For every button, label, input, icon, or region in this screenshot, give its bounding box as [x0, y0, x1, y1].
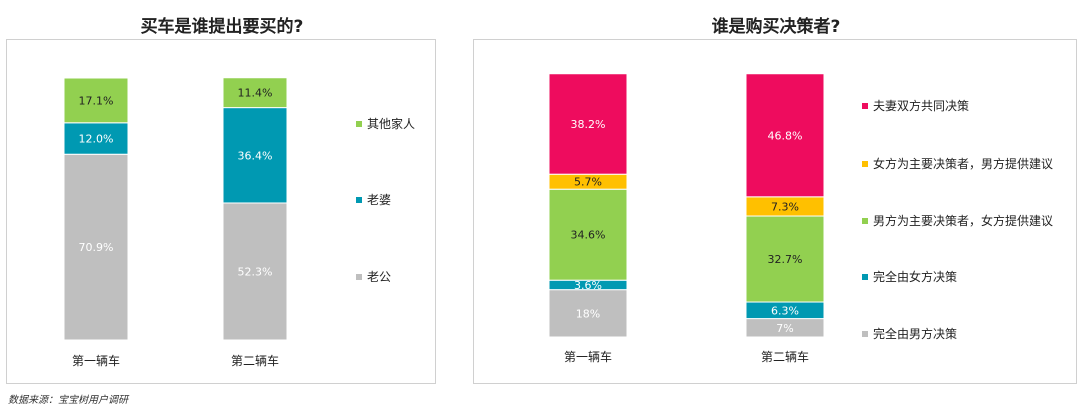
- bar-segment: [222, 107, 288, 204]
- data-label: 70.9%: [79, 241, 114, 254]
- legend-swatch: [862, 103, 868, 109]
- data-label: 3.6%: [574, 279, 602, 292]
- data-label: 52.3%: [238, 265, 273, 278]
- legend-label: 完全由女方决策: [873, 269, 957, 284]
- legend-swatch: [356, 274, 362, 280]
- data-label: 7%: [776, 322, 793, 335]
- chart-right-svg: 18% 3.6% 34.6% 5.7% 38.2% 第一辆车 7% 6.3% 32.7% 7.3%…: [548, 73, 1053, 364]
- bar-segment: [745, 73, 825, 198]
- legend-swatch: [356, 121, 362, 127]
- category-label: 第一辆车: [564, 349, 612, 364]
- legend-swatch: [862, 161, 868, 167]
- bar-segment: [63, 153, 129, 341]
- bar-segment: [63, 122, 129, 155]
- data-label: 32.7%: [768, 253, 803, 266]
- bar-segment: [548, 188, 628, 281]
- legend-swatch: [356, 197, 362, 203]
- chart-panel-right: 18% 3.6% 34.6% 5.7% 38.2% 第一辆车 7% 6.3% 32.7% 7.3%…: [473, 39, 1077, 384]
- legend-label: 老婆: [367, 193, 391, 207]
- data-label: 12.0%: [79, 133, 114, 146]
- legend-swatch: [862, 331, 868, 337]
- legend-swatch: [862, 274, 868, 280]
- category-label: 第二辆车: [761, 349, 809, 364]
- bar-segment: [745, 215, 825, 303]
- legend-label: 夫妻双方共同决策: [873, 98, 969, 113]
- legend-swatch: [862, 218, 868, 224]
- bar-segment: [63, 77, 129, 124]
- data-label: 11.4%: [238, 87, 273, 100]
- source-note: 数据来源：宝宝树用户调研: [8, 395, 128, 406]
- chart-panel-left: 70.9% 12.0% 17.1% 第一辆车 52.3% 36.4% 11.4% 第二辆车 其他…: [6, 39, 436, 384]
- data-label: 36.4%: [238, 149, 273, 162]
- data-label: 46.8%: [768, 129, 803, 142]
- bar-segment: [222, 77, 288, 109]
- legend-label: 其他家人: [367, 116, 415, 131]
- legend-label: 女方为主要决策者，男方提供建议: [873, 156, 1053, 171]
- chart-title-right: 谁是购买决策者?: [711, 17, 841, 37]
- data-label: 6.3%: [771, 304, 799, 317]
- chart-title-left: 买车是谁提出要买的?: [140, 17, 304, 37]
- data-label: 5.7%: [574, 176, 602, 189]
- bar-segment: [222, 202, 288, 341]
- legend-label: 老公: [367, 270, 391, 284]
- chart-left-svg: 70.9% 12.0% 17.1% 第一辆车 52.3% 36.4% 11.4% 第二辆车 其他…: [63, 77, 415, 368]
- data-label: 17.1%: [79, 94, 114, 107]
- category-label: 第二辆车: [231, 353, 279, 368]
- data-label: 38.2%: [571, 118, 606, 131]
- data-label: 34.6%: [571, 229, 606, 242]
- bar-segment: [548, 289, 628, 338]
- data-label: 7.3%: [771, 200, 799, 213]
- category-label: 第一辆车: [72, 353, 120, 368]
- data-label: 18%: [576, 307, 600, 320]
- legend-label: 完全由男方决策: [873, 326, 957, 341]
- bar-segment: [548, 73, 628, 175]
- legend-label: 男方为主要决策者，女方提供建议: [873, 213, 1053, 228]
